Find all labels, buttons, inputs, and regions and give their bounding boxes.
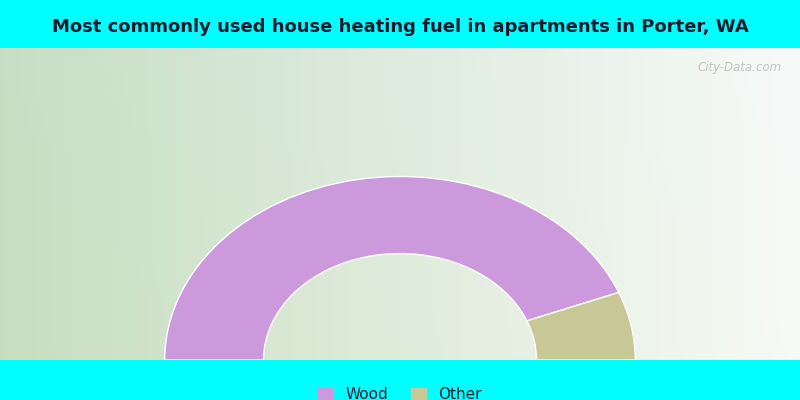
Wedge shape (165, 176, 618, 360)
Text: Most commonly used house heating fuel in apartments in Porter, WA: Most commonly used house heating fuel in… (52, 18, 748, 36)
Text: City-Data.com: City-Data.com (697, 61, 781, 74)
Wedge shape (527, 292, 635, 360)
Legend: Wood, Other: Wood, Other (312, 381, 488, 400)
